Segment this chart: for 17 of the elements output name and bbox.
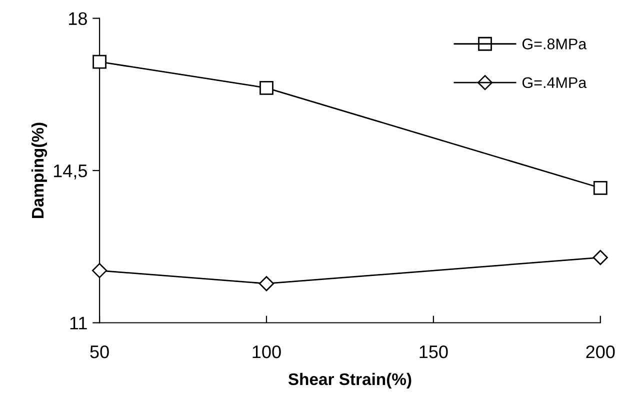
point bbox=[592, 250, 608, 266]
y-axis-title: Damping(%) bbox=[31, 122, 48, 218]
y-tick-label: 18 bbox=[69, 12, 87, 26]
point bbox=[92, 54, 106, 69]
x-tick-label: 200 bbox=[586, 345, 615, 358]
y-tick-label: 11 bbox=[70, 316, 87, 330]
x-tick-label: 50 bbox=[90, 345, 109, 358]
point bbox=[260, 80, 274, 95]
x-tick-label: 100 bbox=[252, 345, 281, 358]
legend-label: G=.4MPa bbox=[522, 77, 587, 88]
y-tick-label: 14,5 bbox=[54, 164, 87, 180]
point bbox=[258, 276, 274, 292]
x-tick-label: 150 bbox=[420, 345, 448, 358]
point bbox=[593, 180, 608, 195]
x-axis-title: Shear Strain(%) bbox=[288, 372, 412, 388]
legend-label: G=.8MPa bbox=[522, 38, 587, 50]
point bbox=[92, 262, 108, 278]
